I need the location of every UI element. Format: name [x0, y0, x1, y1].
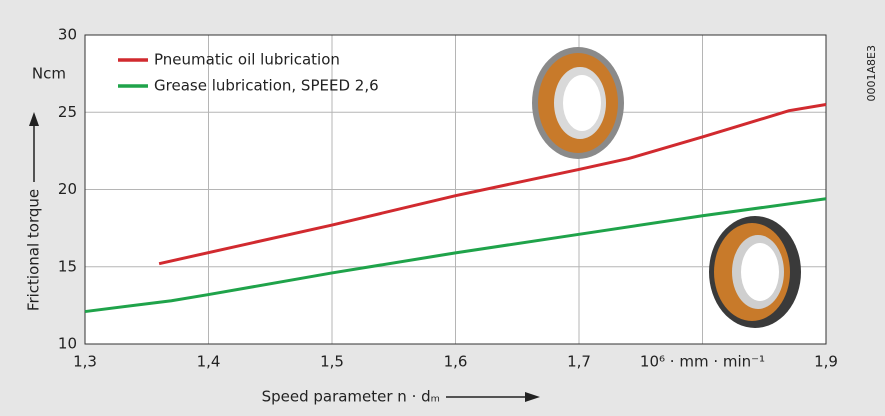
legend-label: Pneumatic oil lubrication: [154, 51, 340, 69]
figure-code: 0001A8E3: [865, 45, 878, 101]
bearing-image: [532, 47, 624, 159]
x-tick-label: 1,9: [814, 353, 838, 371]
x-tick-label: 1,7: [567, 353, 591, 371]
y-tick-label: 20: [58, 180, 77, 198]
page: {"chart_data": {"type": "line", "y_label…: [0, 0, 885, 416]
y-unit: Ncm: [32, 65, 66, 83]
bearing-image: [709, 216, 801, 328]
y-axis-label: Frictional torque: [25, 189, 43, 311]
y-tick-label: 30: [58, 26, 77, 44]
legend-label: Grease lubrication, SPEED 2,6: [154, 77, 379, 95]
x-tick-label: 1,3: [73, 353, 97, 371]
x-tick-label: 10⁶ · mm · min⁻¹: [640, 353, 765, 371]
y-tick-label: 15: [58, 257, 77, 275]
x-tick-label: 1,4: [197, 353, 221, 371]
x-axis-label: Speed parameter n · dₘ: [262, 388, 440, 406]
y-tick-label: 10: [58, 335, 77, 353]
x-tick-label: 1,6: [444, 353, 468, 371]
x-tick-label: 1,5: [320, 353, 344, 371]
y-tick-label: 25: [58, 103, 77, 121]
chart: Ncm Frictional torque Speed parameter n …: [0, 0, 885, 416]
